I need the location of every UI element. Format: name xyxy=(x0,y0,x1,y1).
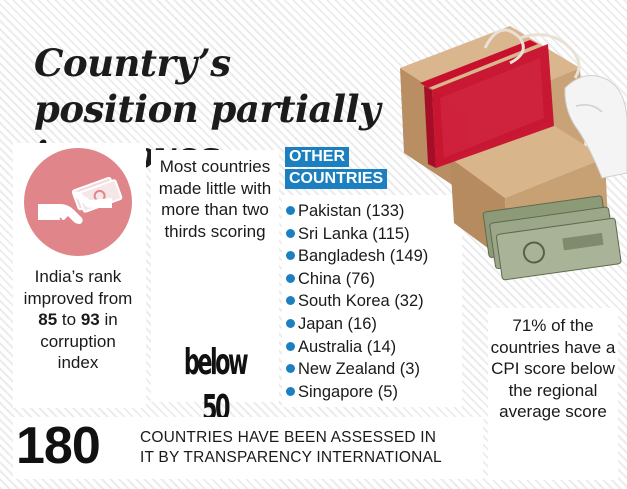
country-label: South Korea (32) xyxy=(298,292,424,311)
most-countries-card xyxy=(151,150,279,402)
country-label: Bangladesh (149) xyxy=(298,247,429,266)
bullet-dot-icon xyxy=(286,386,295,396)
bullet-dot-icon xyxy=(286,341,295,351)
other-countries-header-line2: COUNTRIES xyxy=(285,169,388,189)
india-rank-text: India’s rank improved from 85 to 93 in c… xyxy=(18,266,138,374)
list-item: Sri Lanka (115) xyxy=(286,223,428,246)
list-item: Japan (16) xyxy=(286,313,428,336)
country-label: Sri Lanka (115) xyxy=(298,224,410,243)
handshake-money-icon-graphic xyxy=(38,176,123,228)
regional-text: 71% of the countries have a CPI score be… xyxy=(490,316,616,421)
gift-box-cash-bribe-illustration xyxy=(380,8,627,308)
bullet-dot-icon xyxy=(286,251,295,261)
india-rank-from: 85 xyxy=(38,310,58,329)
list-item: South Korea (32) xyxy=(286,290,428,313)
other-countries-card xyxy=(282,195,462,407)
list-item: China (76) xyxy=(286,268,428,291)
bullet-dot-icon xyxy=(286,228,295,238)
other-countries-header: OTHER COUNTRIES xyxy=(285,147,413,191)
india-rank-to: 93 xyxy=(80,310,100,329)
country-label: Japan (16) xyxy=(298,314,377,333)
bullet-dot-icon xyxy=(286,318,295,328)
india-rank-mid: to xyxy=(57,310,81,329)
country-label: China (76) xyxy=(298,269,376,288)
bullet-dot-icon xyxy=(286,206,295,215)
country-label: Pakistan (133) xyxy=(298,202,405,220)
regional-card xyxy=(488,308,618,480)
list-item: Pakistan (133) xyxy=(286,200,428,223)
country-label: New Zealand (3) xyxy=(298,360,420,379)
other-countries-header-line1: OTHER xyxy=(285,147,349,167)
country-label: Singapore (5) xyxy=(298,382,398,401)
country-label: Australia (14) xyxy=(298,337,397,356)
assessed-card xyxy=(13,417,483,479)
assessed-line1: COUNTRIES HAVE BEEN ASSESSED IN xyxy=(140,429,437,446)
assessed-line2: IT BY TRANSPARENCY INTERNATIONAL xyxy=(140,449,442,466)
bullet-dot-icon xyxy=(286,273,295,283)
india-rank-prefix: India’s rank improved from xyxy=(23,267,133,308)
handshake-money-icon xyxy=(24,148,132,256)
list-item: Australia (14) xyxy=(286,336,428,359)
india-rank-suffix: in corruption index xyxy=(40,310,118,372)
gift-box-graphic xyxy=(400,26,627,281)
bullet-dot-icon xyxy=(286,364,295,374)
bullet-dot-icon xyxy=(286,296,295,306)
assessed-text: COUNTRIES HAVE BEEN ASSESSED IN IT BY TR… xyxy=(140,428,480,468)
list-item: New Zealand (3) xyxy=(286,358,428,381)
list-item: Bangladesh (149) xyxy=(286,245,428,268)
country-list: Pakistan (133) Sri Lanka (115) Banglades… xyxy=(286,200,428,403)
assessed-count: 180 xyxy=(16,417,101,475)
most-countries-text: Most countries made little with more tha… xyxy=(158,157,272,241)
list-item: Singapore (5) xyxy=(286,381,428,404)
